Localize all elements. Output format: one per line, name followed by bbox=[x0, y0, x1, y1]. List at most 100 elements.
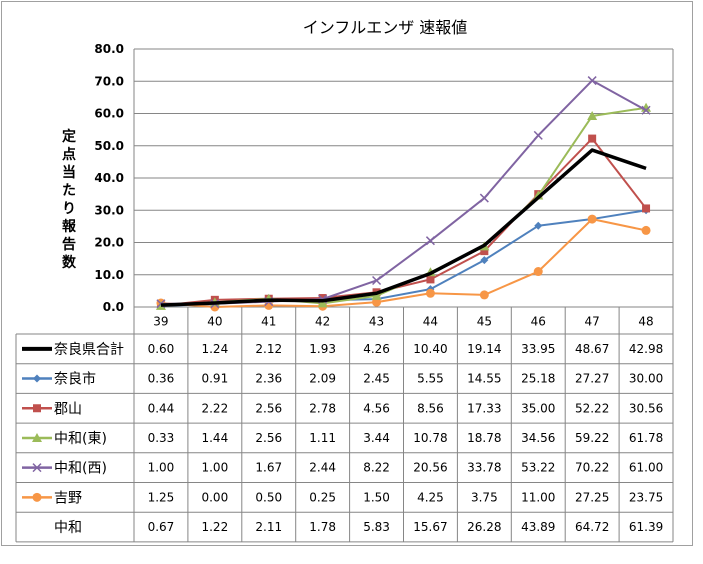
table-cell: 4.56 bbox=[363, 401, 390, 415]
table-cell: 53.22 bbox=[521, 461, 555, 475]
table-cell: 61.78 bbox=[629, 431, 663, 445]
table-cell: 1.00 bbox=[201, 461, 228, 475]
data-point bbox=[317, 298, 328, 308]
table-cell: 1.22 bbox=[201, 520, 228, 534]
table-cell: 5.83 bbox=[363, 520, 390, 534]
table-cell: 61.39 bbox=[629, 520, 663, 534]
data-point bbox=[588, 134, 597, 143]
y-tick-label: 20.0 bbox=[94, 236, 124, 250]
y-tick-label: 70.0 bbox=[94, 74, 124, 88]
series-line bbox=[160, 137, 647, 307]
data-point bbox=[533, 267, 543, 277]
data-point bbox=[32, 432, 42, 442]
table-cell: 25.18 bbox=[521, 372, 555, 386]
table-cell: 1.44 bbox=[201, 431, 228, 445]
y-tick-label: 50.0 bbox=[94, 139, 124, 153]
x-tick-label: 48 bbox=[638, 315, 653, 329]
gridlines bbox=[134, 48, 673, 308]
table-cell: 4.26 bbox=[363, 342, 390, 356]
table-cell: 34.56 bbox=[521, 431, 555, 445]
table-cell: 0.33 bbox=[148, 431, 175, 445]
data-point bbox=[372, 275, 382, 286]
y-axis-ticks: 0.0 10.0 20.0 30.0 40.0 50.0 60.0 70.0 80.0 bbox=[94, 42, 124, 314]
data-point bbox=[155, 300, 166, 310]
x-tick-label: 42 bbox=[315, 315, 330, 329]
table-cell: 27.25 bbox=[575, 490, 609, 504]
table-cell: 8.56 bbox=[417, 401, 444, 415]
data-point bbox=[641, 105, 651, 115]
table-cell: 33.95 bbox=[521, 342, 555, 356]
data-point bbox=[33, 404, 41, 413]
table-cell: 2.22 bbox=[201, 401, 228, 415]
table-cell: 2.45 bbox=[363, 372, 390, 386]
table-cell: 42.98 bbox=[629, 342, 663, 356]
table-cell: 2.09 bbox=[309, 372, 336, 386]
data-point bbox=[32, 492, 42, 502]
series-line bbox=[160, 79, 647, 305]
data-point bbox=[480, 256, 489, 265]
series-line bbox=[160, 218, 647, 308]
table-cell: 23.75 bbox=[629, 490, 663, 504]
table-cell: 59.22 bbox=[575, 431, 609, 445]
data-point bbox=[587, 111, 598, 121]
y-axis-label: 定点当たり報告数 bbox=[62, 129, 76, 271]
table-cell: 15.67 bbox=[413, 520, 447, 534]
table-cell: 3.75 bbox=[471, 490, 498, 504]
table-cell: 0.44 bbox=[148, 401, 175, 415]
table-cell: 48.67 bbox=[575, 342, 609, 356]
table-cell: 1.25 bbox=[148, 490, 175, 504]
table-cell: 30.56 bbox=[629, 401, 663, 415]
data-point bbox=[425, 236, 435, 246]
table-cell: 1.24 bbox=[201, 342, 228, 356]
data-point bbox=[587, 214, 597, 224]
table-cell: 0.67 bbox=[148, 520, 175, 534]
y-tick-label: 40.0 bbox=[94, 171, 124, 185]
data-point bbox=[479, 290, 489, 300]
table-cell: 1.93 bbox=[309, 342, 336, 356]
data-point bbox=[479, 193, 489, 203]
table-cell: 30.00 bbox=[629, 372, 663, 386]
table-cell: 2.12 bbox=[255, 342, 282, 356]
table-cell: 0.00 bbox=[201, 490, 228, 504]
x-tick-label: 45 bbox=[477, 315, 492, 329]
data-point bbox=[587, 76, 597, 86]
table-cell: 1.67 bbox=[255, 461, 282, 475]
data-point bbox=[371, 290, 382, 300]
table-cell: 1.11 bbox=[309, 431, 336, 445]
table-cell: 1.50 bbox=[363, 490, 390, 504]
x-tick-label: 40 bbox=[207, 315, 222, 329]
table-cell: 11.00 bbox=[521, 490, 555, 504]
table-cell: 4.25 bbox=[417, 490, 444, 504]
data-table: 39 40 41 42 43 44 45 46 47 48 奈良県合計 0.60 1.24 2.12 1.9… bbox=[15, 49, 674, 543]
data-point bbox=[534, 221, 543, 230]
table-cell: 2.36 bbox=[255, 372, 282, 386]
table-cell: 10.78 bbox=[413, 431, 447, 445]
chart-title: インフルエンザ 速報値 bbox=[302, 18, 468, 37]
x-tick-label: 41 bbox=[261, 315, 276, 329]
table-cell: 33.78 bbox=[467, 461, 501, 475]
series-name: 吉野 bbox=[54, 490, 82, 506]
table-cell: 17.33 bbox=[467, 401, 501, 415]
table-cell: 2.56 bbox=[255, 401, 282, 415]
table-cell: 52.22 bbox=[575, 401, 609, 415]
y-tick-label: 10.0 bbox=[94, 268, 124, 282]
x-tick-label: 46 bbox=[531, 315, 546, 329]
y-tick-label: 30.0 bbox=[94, 203, 124, 217]
series-line bbox=[160, 209, 647, 307]
table-cell: 0.25 bbox=[309, 490, 336, 504]
data-point bbox=[426, 275, 435, 284]
table-cell: 43.89 bbox=[521, 520, 555, 534]
table-cell: 0.91 bbox=[201, 372, 228, 386]
table-cell: 35.00 bbox=[521, 401, 555, 415]
series-name: 郡山 bbox=[54, 401, 82, 417]
table-cell: 1.78 bbox=[309, 520, 336, 534]
table-cell: 0.36 bbox=[148, 372, 175, 386]
table-cell: 14.55 bbox=[467, 372, 501, 386]
y-tick-label: 60.0 bbox=[94, 107, 124, 121]
data-point bbox=[533, 130, 543, 140]
series-name: 中和 bbox=[54, 520, 82, 536]
x-tick-label: 43 bbox=[369, 315, 384, 329]
x-tick-label: 44 bbox=[423, 315, 438, 329]
x-tick-label: 47 bbox=[585, 315, 600, 329]
